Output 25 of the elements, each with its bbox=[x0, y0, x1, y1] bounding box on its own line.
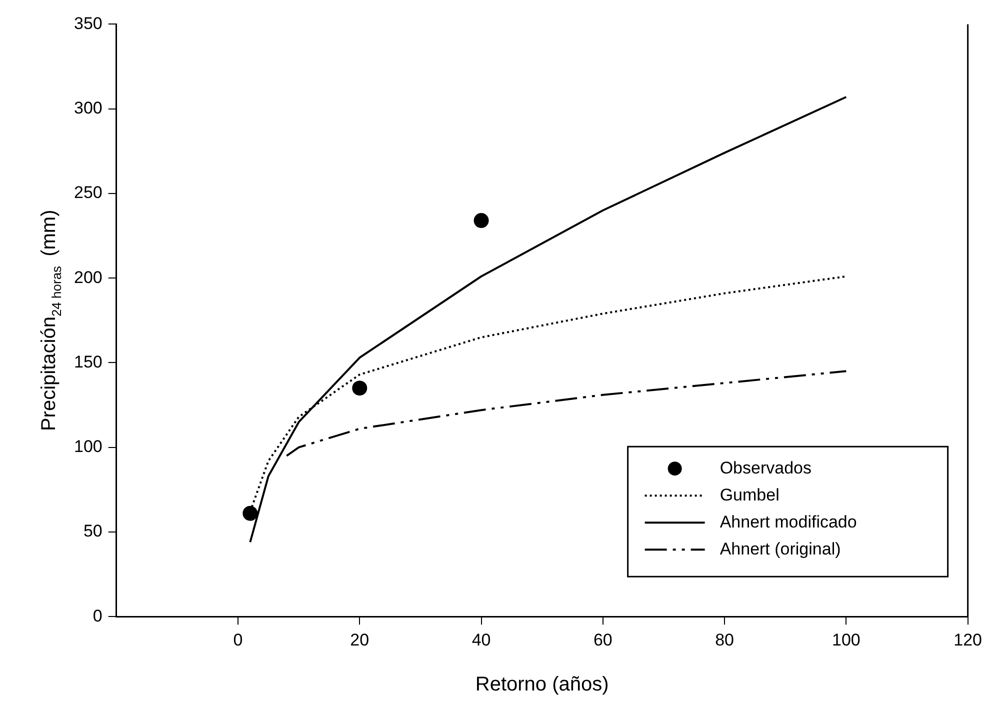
y-tick-label: 350 bbox=[74, 14, 102, 33]
x-tick-label: 60 bbox=[593, 630, 612, 650]
y-tick-label: 150 bbox=[74, 352, 102, 372]
y-tick-label: 0 bbox=[92, 606, 102, 626]
legend-label: Ahnert (original) bbox=[720, 539, 841, 558]
y-tick-label: 50 bbox=[83, 522, 102, 541]
point bbox=[474, 213, 489, 228]
y-tick-label: 300 bbox=[74, 98, 102, 118]
x-axis-title: Retorno (años) bbox=[475, 674, 609, 696]
legend-label: Ahnert modificado bbox=[720, 512, 857, 532]
legend-label: Observados bbox=[720, 458, 812, 478]
y-axis-title: Precipitación24 horas (mm) bbox=[38, 210, 64, 432]
x-tick-label: 80 bbox=[715, 630, 734, 650]
y-tick-label: 200 bbox=[74, 268, 102, 287]
line-series bbox=[286, 370, 848, 457]
point bbox=[352, 380, 368, 396]
point bbox=[242, 506, 258, 521]
x-tick-label: 20 bbox=[350, 630, 370, 650]
y-tick-label: 100 bbox=[74, 437, 102, 456]
y-tick-label: 250 bbox=[74, 183, 102, 202]
x-tick-label: 40 bbox=[472, 630, 491, 650]
x-tick-label: 100 bbox=[832, 630, 860, 650]
x-tick-label: 0 bbox=[233, 630, 243, 650]
x-tick-label: 120 bbox=[954, 630, 982, 650]
legend-label: Gumbel bbox=[720, 485, 780, 504]
